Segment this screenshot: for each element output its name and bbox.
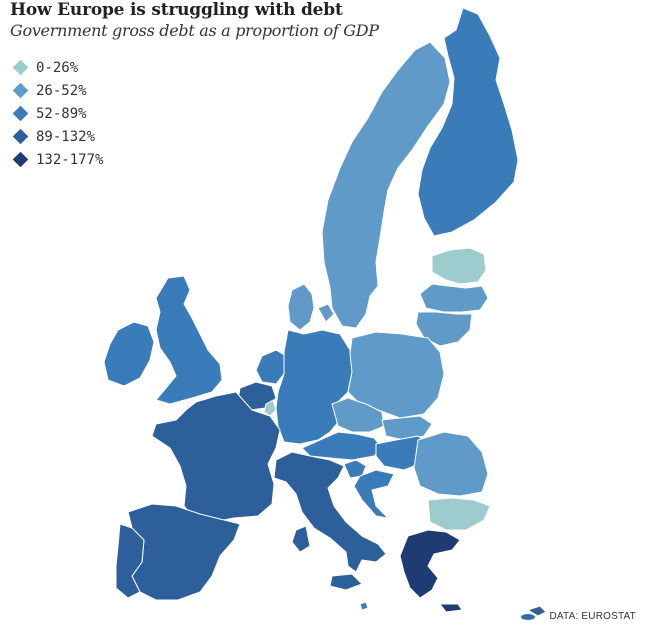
region-croatia[interactable] [353,469,395,519]
region-france[interactable] [151,391,281,523]
region-denmark[interactable] [287,283,335,331]
legend-item: 132-177% [12,148,103,171]
region-poland[interactable] [347,331,445,419]
legend-item: 0-26% [12,56,103,79]
region-lithuania[interactable] [415,311,473,347]
region-cyprus[interactable] [527,605,547,617]
legend-label: 132-177% [36,151,104,168]
region-estonia[interactable] [431,247,487,285]
region-latvia[interactable] [419,283,489,313]
region-ireland[interactable] [103,321,155,387]
region-sweden[interactable] [321,41,451,329]
credit-text: DATA: EUROSTAT [549,611,636,622]
map-title: How Europe is struggling with debt [10,0,343,20]
legend-label: 0-26% [36,59,79,76]
region-slovakia[interactable] [381,415,433,441]
region-portugal[interactable] [115,523,145,599]
region-romania[interactable] [413,431,489,497]
region-luxembourg[interactable] [263,399,277,417]
region-bulgaria[interactable] [427,497,491,531]
legend-item: 52-89% [12,102,103,125]
region-slovenia[interactable] [343,459,367,479]
region-finland[interactable] [417,7,519,237]
data-source-credit: DATA: EUROSTAT [521,611,636,622]
legend-label: 89-132% [36,128,96,145]
region-malta[interactable] [359,601,369,611]
region-uk[interactable] [155,275,223,405]
region-greece[interactable] [399,529,463,613]
legend: 0-26% 26-52% 52-89% 89-132% 132-177% [12,56,103,171]
legend-label: 52-89% [36,105,87,122]
region-germany[interactable] [275,329,353,445]
legend-item: 26-52% [12,79,103,102]
legend-label: 26-52% [36,82,87,99]
region-netherlands[interactable] [255,349,287,385]
cyprus-mark-icon [521,613,536,620]
map-subtitle: Government gross debt as a proportion of… [10,21,379,40]
region-italy[interactable] [273,451,387,591]
legend-item: 89-132% [12,125,103,148]
